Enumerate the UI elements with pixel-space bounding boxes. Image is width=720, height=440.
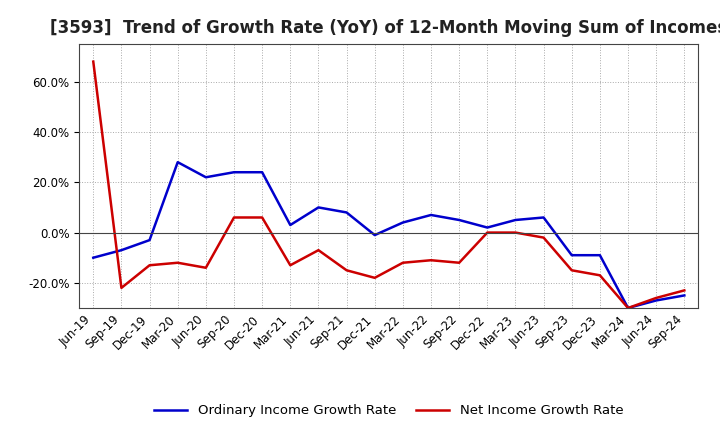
Line: Net Income Growth Rate: Net Income Growth Rate	[94, 62, 684, 308]
Net Income Growth Rate	[652, 295, 660, 301]
Net Income Growth Rate	[539, 235, 548, 240]
Ordinary Income Growth Rate	[680, 293, 688, 298]
Ordinary Income Growth Rate	[230, 169, 238, 175]
Net Income Growth Rate	[399, 260, 408, 265]
Net Income Growth Rate	[483, 230, 492, 235]
Ordinary Income Growth Rate	[595, 253, 604, 258]
Net Income Growth Rate	[89, 59, 98, 64]
Ordinary Income Growth Rate	[342, 210, 351, 215]
Ordinary Income Growth Rate	[567, 253, 576, 258]
Net Income Growth Rate	[567, 268, 576, 273]
Net Income Growth Rate	[595, 273, 604, 278]
Net Income Growth Rate	[511, 230, 520, 235]
Net Income Growth Rate	[680, 288, 688, 293]
Net Income Growth Rate	[117, 285, 126, 290]
Ordinary Income Growth Rate	[455, 217, 464, 223]
Ordinary Income Growth Rate	[511, 217, 520, 223]
Ordinary Income Growth Rate	[145, 238, 154, 243]
Legend: Ordinary Income Growth Rate, Net Income Growth Rate: Ordinary Income Growth Rate, Net Income …	[149, 399, 629, 423]
Net Income Growth Rate	[455, 260, 464, 265]
Net Income Growth Rate	[370, 275, 379, 280]
Net Income Growth Rate	[174, 260, 182, 265]
Ordinary Income Growth Rate	[286, 222, 294, 227]
Ordinary Income Growth Rate	[483, 225, 492, 230]
Title: [3593]  Trend of Growth Rate (YoY) of 12-Month Moving Sum of Incomes: [3593] Trend of Growth Rate (YoY) of 12-…	[50, 19, 720, 37]
Net Income Growth Rate	[314, 248, 323, 253]
Ordinary Income Growth Rate	[652, 298, 660, 303]
Line: Ordinary Income Growth Rate: Ordinary Income Growth Rate	[94, 162, 684, 308]
Net Income Growth Rate	[342, 268, 351, 273]
Ordinary Income Growth Rate	[427, 213, 436, 218]
Ordinary Income Growth Rate	[539, 215, 548, 220]
Net Income Growth Rate	[202, 265, 210, 271]
Net Income Growth Rate	[624, 305, 632, 311]
Ordinary Income Growth Rate	[89, 255, 98, 260]
Ordinary Income Growth Rate	[314, 205, 323, 210]
Net Income Growth Rate	[230, 215, 238, 220]
Ordinary Income Growth Rate	[370, 232, 379, 238]
Ordinary Income Growth Rate	[624, 305, 632, 311]
Net Income Growth Rate	[145, 263, 154, 268]
Ordinary Income Growth Rate	[258, 169, 266, 175]
Ordinary Income Growth Rate	[399, 220, 408, 225]
Net Income Growth Rate	[427, 257, 436, 263]
Ordinary Income Growth Rate	[117, 248, 126, 253]
Ordinary Income Growth Rate	[174, 160, 182, 165]
Net Income Growth Rate	[286, 263, 294, 268]
Ordinary Income Growth Rate	[202, 175, 210, 180]
Net Income Growth Rate	[258, 215, 266, 220]
